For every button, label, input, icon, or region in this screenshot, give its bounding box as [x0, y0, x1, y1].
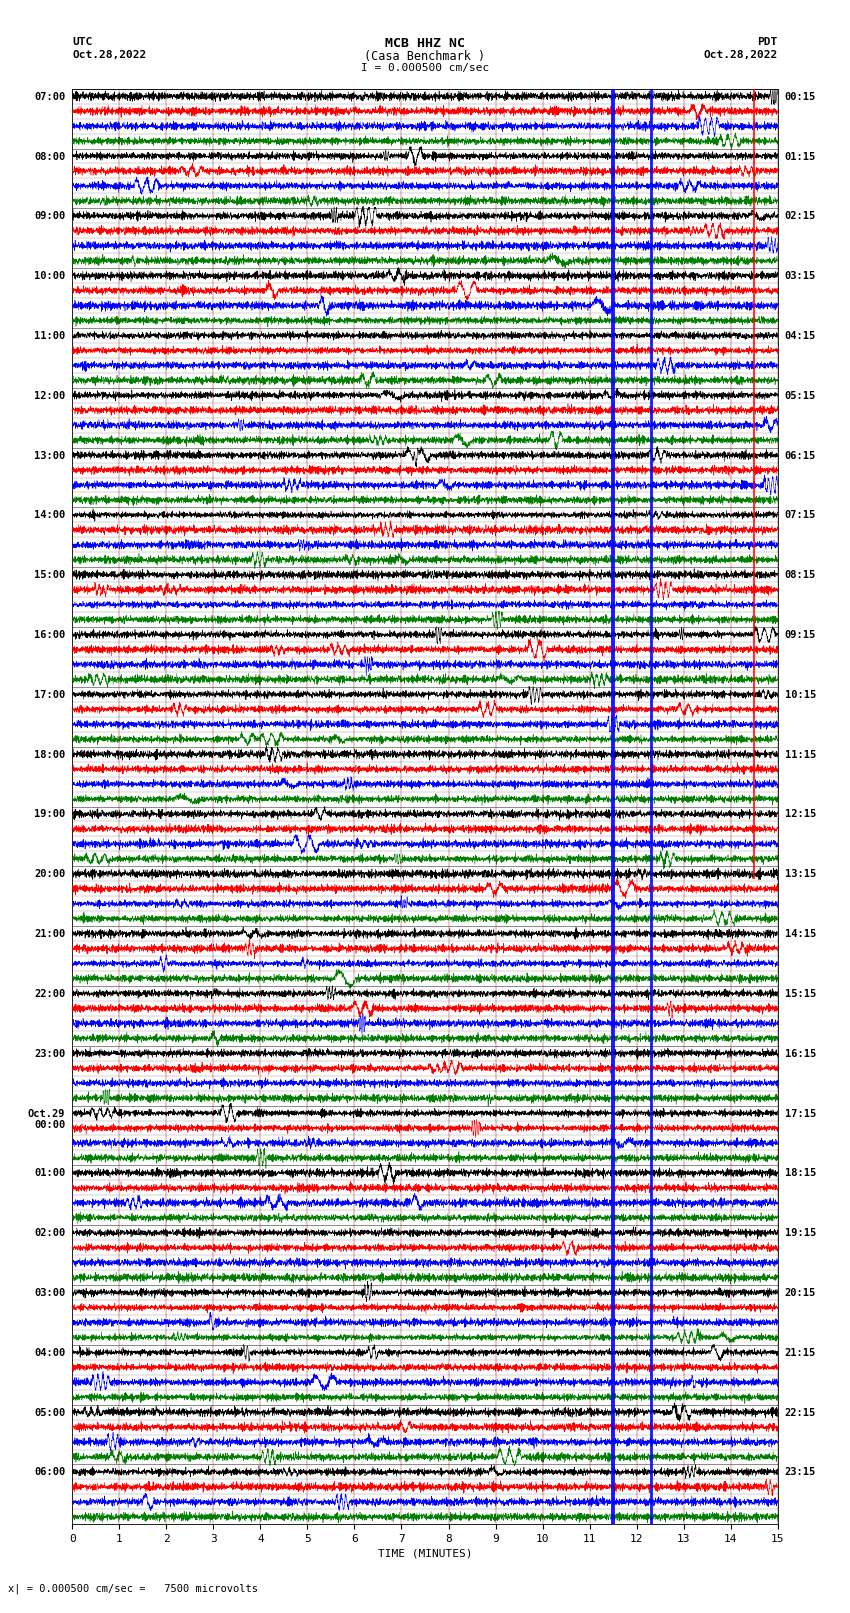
Text: 03:15: 03:15 — [785, 271, 816, 281]
Text: Oct.29
00:00: Oct.29 00:00 — [28, 1108, 65, 1131]
Text: 04:00: 04:00 — [34, 1348, 65, 1358]
Text: 03:00: 03:00 — [34, 1289, 65, 1298]
Text: 02:15: 02:15 — [785, 211, 816, 221]
Text: 12:15: 12:15 — [785, 810, 816, 819]
Text: 19:15: 19:15 — [785, 1227, 816, 1239]
Text: 01:15: 01:15 — [785, 152, 816, 161]
Text: PDT: PDT — [757, 37, 778, 47]
Text: 12:00: 12:00 — [34, 390, 65, 400]
X-axis label: TIME (MINUTES): TIME (MINUTES) — [377, 1548, 473, 1558]
Text: 16:15: 16:15 — [785, 1048, 816, 1058]
Text: 13:15: 13:15 — [785, 869, 816, 879]
Text: 08:15: 08:15 — [785, 571, 816, 581]
Text: 05:00: 05:00 — [34, 1408, 65, 1418]
Text: 09:00: 09:00 — [34, 211, 65, 221]
Text: 01:00: 01:00 — [34, 1168, 65, 1179]
Text: 22:00: 22:00 — [34, 989, 65, 998]
Text: 18:00: 18:00 — [34, 750, 65, 760]
Text: Oct.28,2022: Oct.28,2022 — [704, 50, 778, 60]
Text: I = 0.000500 cm/sec: I = 0.000500 cm/sec — [361, 63, 489, 73]
Text: UTC: UTC — [72, 37, 93, 47]
Text: 00:15: 00:15 — [785, 92, 816, 102]
Text: 10:00: 10:00 — [34, 271, 65, 281]
Text: (Casa Benchmark ): (Casa Benchmark ) — [365, 50, 485, 63]
Text: 17:15: 17:15 — [785, 1108, 816, 1118]
Text: 13:00: 13:00 — [34, 450, 65, 461]
Text: 05:15: 05:15 — [785, 390, 816, 400]
Text: 19:00: 19:00 — [34, 810, 65, 819]
Text: x| = 0.000500 cm/sec =   7500 microvolts: x| = 0.000500 cm/sec = 7500 microvolts — [8, 1582, 258, 1594]
Text: 23:15: 23:15 — [785, 1468, 816, 1478]
Text: 16:00: 16:00 — [34, 631, 65, 640]
Text: 09:15: 09:15 — [785, 631, 816, 640]
Text: 10:15: 10:15 — [785, 690, 816, 700]
Text: 15:00: 15:00 — [34, 571, 65, 581]
Text: 11:00: 11:00 — [34, 331, 65, 340]
Text: 06:15: 06:15 — [785, 450, 816, 461]
Text: 20:15: 20:15 — [785, 1289, 816, 1298]
Text: 07:00: 07:00 — [34, 92, 65, 102]
Text: 15:15: 15:15 — [785, 989, 816, 998]
Text: 06:00: 06:00 — [34, 1468, 65, 1478]
Text: 23:00: 23:00 — [34, 1048, 65, 1058]
Text: 14:00: 14:00 — [34, 510, 65, 521]
Text: 20:00: 20:00 — [34, 869, 65, 879]
Text: 07:15: 07:15 — [785, 510, 816, 521]
Text: 02:00: 02:00 — [34, 1227, 65, 1239]
Text: 17:00: 17:00 — [34, 690, 65, 700]
Text: 14:15: 14:15 — [785, 929, 816, 939]
Text: MCB HHZ NC: MCB HHZ NC — [385, 37, 465, 50]
Text: 18:15: 18:15 — [785, 1168, 816, 1179]
Text: 21:00: 21:00 — [34, 929, 65, 939]
Text: 04:15: 04:15 — [785, 331, 816, 340]
Text: 08:00: 08:00 — [34, 152, 65, 161]
Text: 22:15: 22:15 — [785, 1408, 816, 1418]
Text: 11:15: 11:15 — [785, 750, 816, 760]
Text: 21:15: 21:15 — [785, 1348, 816, 1358]
Text: Oct.28,2022: Oct.28,2022 — [72, 50, 146, 60]
